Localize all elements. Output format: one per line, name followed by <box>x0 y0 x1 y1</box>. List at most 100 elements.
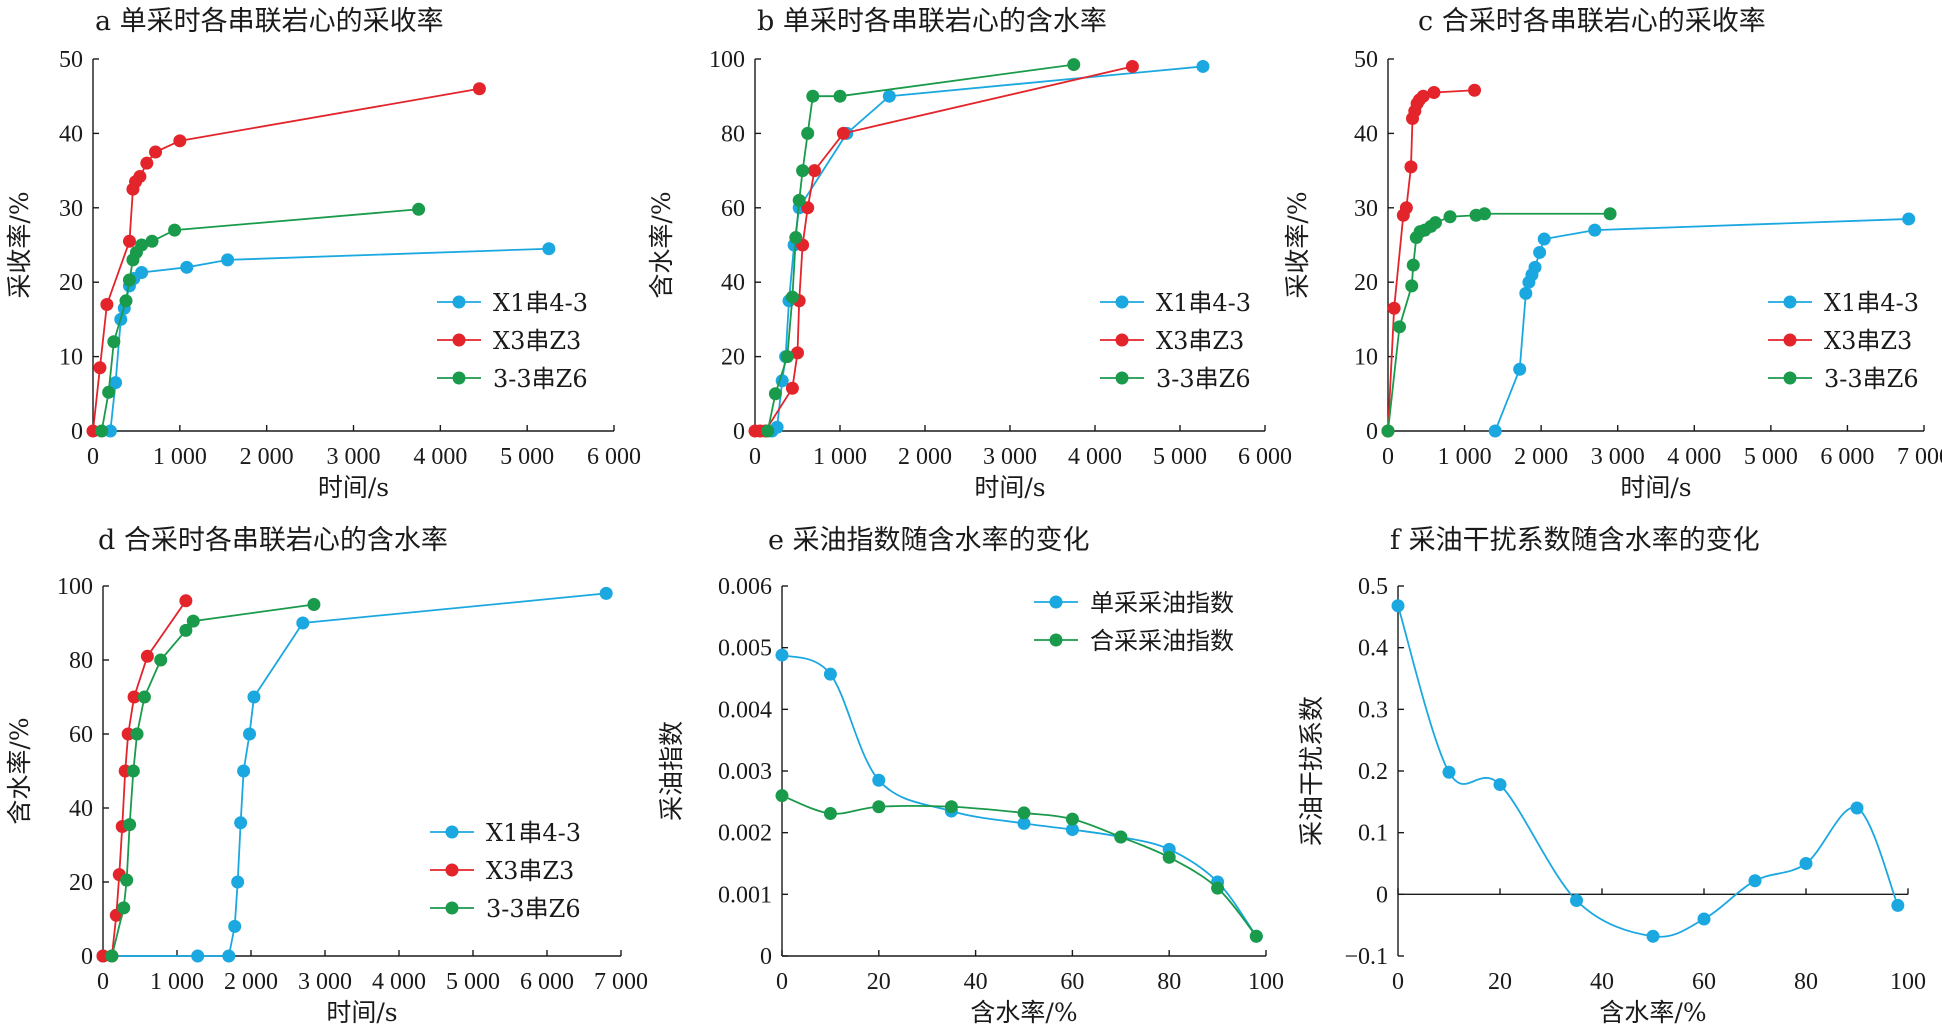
x-axis-label: 时间/s <box>974 473 1045 502</box>
y-tick-label: 60 <box>721 196 745 222</box>
data-point <box>1249 929 1263 943</box>
data-point <box>1125 59 1139 73</box>
x-tick-label: 0 <box>749 444 761 470</box>
y-tick-label: 0.002 <box>718 821 772 847</box>
x-tick-label: 1 000 <box>153 444 207 470</box>
data-point <box>179 623 193 637</box>
x-tick-label: 3 000 <box>1591 444 1645 470</box>
data-point <box>296 616 310 630</box>
data-point <box>789 231 803 245</box>
y-tick-label: 0.2 <box>1358 759 1388 785</box>
x-axis-label: 含水率/% <box>1599 998 1706 1027</box>
legend-label: 3-3串Z6 <box>486 895 581 923</box>
y-tick-label: 50 <box>59 47 83 73</box>
data-point <box>780 350 794 364</box>
x-tick-label: 20 <box>867 969 891 995</box>
x-tick-label: 6 000 <box>1820 444 1874 470</box>
legend-label: 3-3串Z6 <box>493 365 588 393</box>
data-point <box>180 260 194 274</box>
series-line-3 <box>766 63 1074 432</box>
x-tick-label: 40 <box>964 969 988 995</box>
y-tick-label: 100 <box>57 574 93 600</box>
data-point <box>105 949 119 963</box>
data-point <box>117 901 131 915</box>
data-point <box>173 134 187 148</box>
legend-marker <box>445 863 459 877</box>
y-tick-label: 0 <box>81 944 93 970</box>
x-tick-label: 3 000 <box>983 444 1037 470</box>
panel-b: b 单采时各串联岩心的含水率 0 20 40 60 80 100 0 1 000 2 000 3 0… <box>647 6 1292 502</box>
y-tick-label: 0.005 <box>718 636 772 662</box>
data-point <box>1493 778 1507 792</box>
data-point <box>882 89 896 103</box>
data-point <box>806 89 820 103</box>
legend-label: 3-3串Z6 <box>1156 365 1251 393</box>
legend-marker <box>1049 595 1063 609</box>
data-point <box>1537 232 1551 246</box>
data-point <box>1646 929 1660 943</box>
data-point <box>1588 223 1602 237</box>
y-tick-label: 0.3 <box>1358 697 1388 723</box>
x-tick-label: 6 000 <box>520 969 574 995</box>
y-tick-label: 40 <box>69 796 93 822</box>
data-point <box>137 690 151 704</box>
data-point <box>186 614 200 628</box>
data-point <box>221 253 235 267</box>
data-point <box>1428 216 1442 230</box>
y-tick-label: 20 <box>721 345 745 371</box>
data-point <box>801 201 815 215</box>
data-point <box>222 949 236 963</box>
x-axis-label: 时间/s <box>326 998 397 1027</box>
x-tick-label: 4 000 <box>1667 444 1721 470</box>
data-point <box>1404 160 1418 174</box>
data-point <box>1196 59 1210 73</box>
legend-marker <box>445 825 459 839</box>
series-line-2 <box>92 87 480 432</box>
data-point <box>796 164 810 178</box>
data-point <box>1533 245 1547 259</box>
data-point <box>191 949 205 963</box>
data-point <box>761 424 775 438</box>
panel-title: d 合采时各串联岩心的含水率 <box>98 525 448 556</box>
data-point <box>140 156 154 170</box>
y-tick-label: 10 <box>59 345 83 371</box>
x-tick-label: 5 000 <box>1153 444 1207 470</box>
y-tick-label: −0.1 <box>1344 944 1388 970</box>
data-point <box>472 82 486 96</box>
legend-label: X1串4-3 <box>1824 289 1919 317</box>
legend-marker <box>452 333 466 347</box>
y-tick-label: 0.006 <box>718 574 772 600</box>
panel-title: c 合采时各串联岩心的采收率 <box>1418 6 1766 37</box>
data-point <box>231 875 245 889</box>
y-axis-label: 采收率/% <box>5 191 34 298</box>
data-point <box>119 294 133 308</box>
data-point <box>1528 260 1542 274</box>
data-point <box>1067 58 1081 72</box>
data-point <box>1017 806 1031 820</box>
x-tick-label: 80 <box>1794 969 1818 995</box>
panel-f: f 采油干扰系数随含水率的变化−0.100.10.20.30.40.50 20 40… <box>1297 525 1926 1027</box>
data-point <box>1902 212 1916 226</box>
y-axis-label: 含水率/% <box>5 717 34 824</box>
legend-marker <box>1783 333 1797 347</box>
data-point <box>133 170 147 184</box>
x-tick-label: 3 000 <box>327 444 381 470</box>
data-point <box>1114 830 1128 844</box>
legend-marker <box>452 371 466 385</box>
data-point <box>95 424 109 438</box>
legend-marker <box>1783 371 1797 385</box>
data-point <box>247 690 261 704</box>
data-point <box>785 290 799 304</box>
legend-marker <box>1115 295 1129 309</box>
panel-e: e 采油指数随含水率的变化 0 0.001 0.002 0.003 0.004 0.005 0… <box>657 525 1284 1027</box>
data-point <box>122 273 136 287</box>
data-point <box>1603 207 1617 221</box>
legend-label: X1串4-3 <box>493 289 588 317</box>
x-tick-label: 40 <box>1590 969 1614 995</box>
data-point <box>1697 912 1711 926</box>
data-point <box>1519 286 1533 300</box>
x-axis-label: 时间/s <box>1620 473 1691 502</box>
data-point <box>801 126 815 140</box>
data-point <box>791 346 804 360</box>
data-point <box>102 385 116 399</box>
